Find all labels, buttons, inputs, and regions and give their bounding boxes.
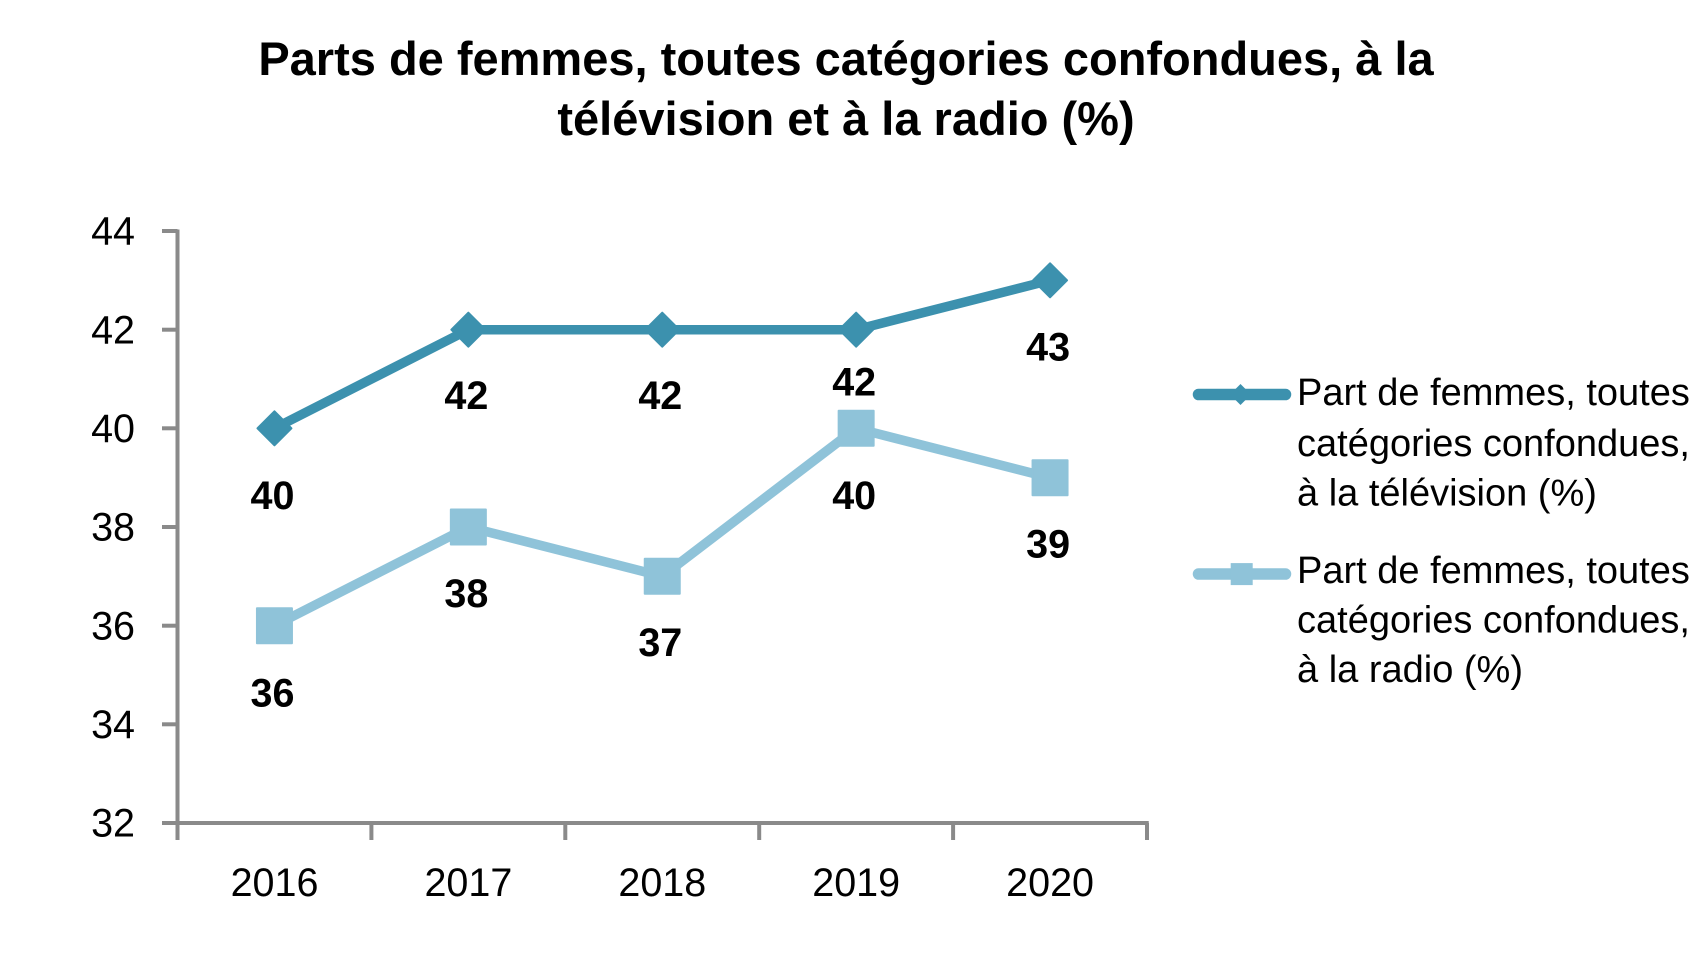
svg-text:40: 40	[251, 474, 295, 518]
svg-text:42: 42	[444, 374, 488, 418]
svg-text:42: 42	[832, 360, 876, 404]
svg-text:37: 37	[638, 621, 682, 665]
svg-text:2019: 2019	[812, 861, 900, 905]
svg-text:43: 43	[1026, 326, 1070, 370]
svg-text:38: 38	[444, 572, 488, 616]
svg-text:36: 36	[251, 672, 295, 716]
svg-text:Part de femmes, toutes: Part de femmes, toutes	[1297, 372, 1690, 414]
svg-text:2016: 2016	[231, 861, 319, 905]
svg-text:42: 42	[91, 308, 135, 352]
svg-text:40: 40	[832, 474, 876, 518]
svg-text:38: 38	[91, 506, 135, 550]
svg-text:2017: 2017	[424, 861, 512, 905]
svg-text:44: 44	[91, 210, 135, 254]
svg-text:catégories confondues,: catégories confondues,	[1297, 423, 1690, 465]
svg-text:2018: 2018	[618, 861, 706, 905]
svg-text:à la télévision (%): à la télévision (%)	[1297, 473, 1597, 515]
svg-text:catégories confondues,: catégories confondues,	[1297, 600, 1690, 642]
svg-text:39: 39	[1026, 523, 1070, 567]
svg-text:42: 42	[638, 374, 682, 418]
svg-text:40: 40	[91, 407, 135, 451]
svg-text:32: 32	[91, 802, 135, 846]
svg-text:2020: 2020	[1006, 861, 1094, 905]
svg-text:à la radio (%): à la radio (%)	[1297, 649, 1523, 691]
svg-text:télévision et à la radio (%): télévision et à la radio (%)	[557, 92, 1134, 145]
svg-text:Parts de femmes, toutes catégo: Parts de femmes, toutes catégories confo…	[258, 32, 1434, 85]
svg-text:34: 34	[91, 703, 135, 747]
svg-text:36: 36	[91, 604, 135, 648]
svg-text:Part de femmes, toutes: Part de femmes, toutes	[1297, 550, 1690, 592]
